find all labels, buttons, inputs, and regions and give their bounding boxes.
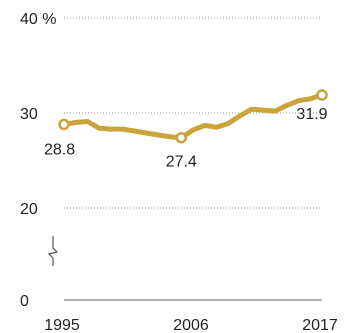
x-tick-label-2017: 2017 — [302, 317, 338, 333]
data-label-2005: 27.4 — [166, 154, 197, 171]
y-tick-label-40: 40 % — [20, 11, 56, 28]
data-label-2017: 31.9 — [296, 106, 327, 123]
series-line — [61, 92, 325, 141]
data-point-2005 — [175, 131, 188, 144]
axis-break-mark — [47, 236, 59, 266]
y-tick-label-0: 0 — [20, 293, 29, 310]
y-tick-label-20: 20 — [20, 201, 38, 218]
data-point-2017 — [316, 89, 328, 101]
data-label-1995: 28.8 — [44, 141, 75, 158]
grid-layer — [64, 17, 322, 301]
axis-break-background — [46, 236, 60, 266]
x-tick-label-2006: 2006 — [173, 317, 209, 333]
y-tick-label-30: 30 — [20, 106, 38, 123]
data-point-1995 — [58, 118, 70, 131]
series-layer — [58, 89, 328, 144]
x-tick-label-1995: 1995 — [44, 317, 80, 333]
axis-break-icon — [46, 236, 60, 266]
label-layer: 40 % 30 20 0 1995 2006 2017 28.8 27.4 31.9 — [20, 11, 338, 333]
